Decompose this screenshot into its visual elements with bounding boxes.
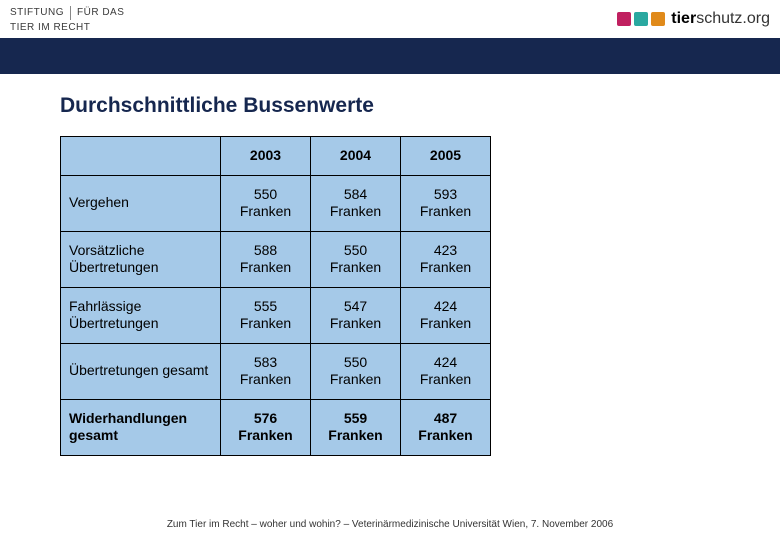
- table-cell: 588 Franken: [221, 231, 311, 287]
- table-cell: 576 Franken: [221, 399, 311, 455]
- table-row-label: Übertretungen gesamt: [61, 343, 221, 399]
- table-cell: 550 Franken: [311, 343, 401, 399]
- table-cell: 555 Franken: [221, 287, 311, 343]
- table-cell: 423 Franken: [401, 231, 491, 287]
- table-cell: 593 Franken: [401, 175, 491, 231]
- table-row-label: Widerhandlungen gesamt: [61, 399, 221, 455]
- page-title: Durchschnittliche Bussenwerte: [60, 94, 720, 118]
- table-cell: 559 Franken: [311, 399, 401, 455]
- header-bar: STIFTUNG FÜR DAS TIER IM RECHT tierschut…: [0, 0, 780, 40]
- table-cell: 424 Franken: [401, 287, 491, 343]
- table-cell: 583 Franken: [221, 343, 311, 399]
- header-band: [0, 40, 780, 74]
- logo-right-text: tierschutz.org: [671, 10, 770, 28]
- logo-left-text-b: FÜR DAS: [77, 7, 124, 18]
- table-cell: 547 Franken: [311, 287, 401, 343]
- table-row: Übertretungen gesamt 583 Franken 550 Fra…: [61, 343, 491, 399]
- table-row: Vorsätzliche Übertretungen 588 Franken 5…: [61, 231, 491, 287]
- table-row: Vergehen 550 Franken 584 Franken 593 Fra…: [61, 175, 491, 231]
- table-cell: 487 Franken: [401, 399, 491, 455]
- table-row-label: Vergehen: [61, 175, 221, 231]
- table-row-label: Vorsätzliche Übertretungen: [61, 231, 221, 287]
- logo-box-icon: [634, 12, 648, 26]
- footer-text: Zum Tier im Recht – woher und wohin? – V…: [0, 519, 780, 530]
- logo-box-icon: [651, 12, 665, 26]
- table-col-header: 2003: [221, 137, 311, 176]
- table-col-header: 2005: [401, 137, 491, 176]
- table-row: Fahrlässige Übertretungen 555 Franken 54…: [61, 287, 491, 343]
- data-table: 2003 2004 2005 Vergehen 550 Franken 584 …: [60, 136, 491, 456]
- logo-left-text-a: STIFTUNG: [10, 7, 64, 18]
- table-row-label: Fahrlässige Übertretungen: [61, 287, 221, 343]
- table-cell: 550 Franken: [221, 175, 311, 231]
- table-col-header: 2004: [311, 137, 401, 176]
- table-cell: 584 Franken: [311, 175, 401, 231]
- table-row-total: Widerhandlungen gesamt 576 Franken 559 F…: [61, 399, 491, 455]
- logo-left: STIFTUNG FÜR DAS TIER IM RECHT: [10, 6, 124, 33]
- logo-boxes-icon: [617, 12, 665, 26]
- logo-divider-icon: [70, 6, 71, 20]
- table-header-row: 2003 2004 2005: [61, 137, 491, 176]
- logo-right: tierschutz.org: [617, 10, 770, 28]
- table-corner-cell: [61, 137, 221, 176]
- logo-right-rest: schutz.org: [696, 10, 770, 27]
- table-cell: 424 Franken: [401, 343, 491, 399]
- content-area: Durchschnittliche Bussenwerte 2003 2004 …: [0, 74, 780, 456]
- logo-left-text-2: TIER IM RECHT: [10, 22, 124, 33]
- logo-box-icon: [617, 12, 631, 26]
- logo-right-bold: tier: [671, 10, 696, 27]
- table-cell: 550 Franken: [311, 231, 401, 287]
